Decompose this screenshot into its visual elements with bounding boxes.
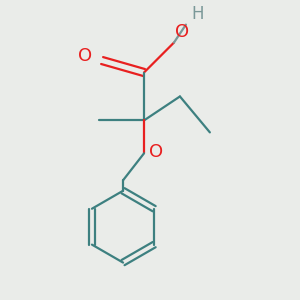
Text: O: O	[148, 143, 163, 161]
Text: O: O	[77, 47, 92, 65]
Text: H: H	[191, 5, 204, 23]
Text: O: O	[176, 23, 190, 41]
